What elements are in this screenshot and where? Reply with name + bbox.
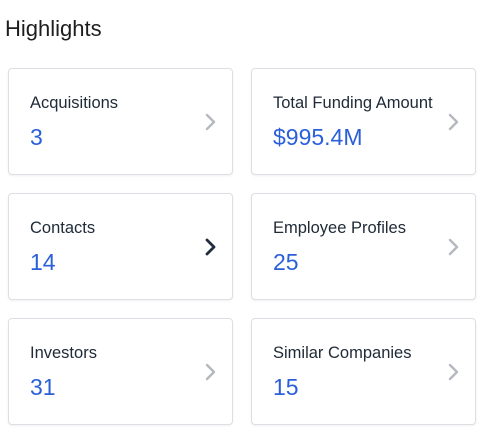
card-total-funding-amount[interactable]: Total Funding Amount $995.4M	[251, 68, 476, 175]
card-similar-companies[interactable]: Similar Companies 15	[251, 318, 476, 425]
highlights-grid: Acquisitions 3 Total Funding Amount $995…	[8, 68, 476, 425]
chevron-right-icon[interactable]	[204, 112, 218, 132]
card-value: 3	[30, 124, 43, 150]
card-content: Investors 31	[30, 319, 192, 424]
card-content: Similar Companies 15	[273, 319, 435, 424]
card-contacts[interactable]: Contacts 14	[8, 193, 233, 300]
chevron-right-icon[interactable]	[204, 362, 218, 382]
card-label: Total Funding Amount	[273, 94, 433, 112]
card-content: Total Funding Amount $995.4M	[273, 69, 435, 174]
card-content: Contacts 14	[30, 194, 192, 299]
card-value: 15	[273, 374, 299, 400]
card-label: Contacts	[30, 219, 96, 237]
card-value: 14	[30, 249, 56, 275]
card-value: 25	[273, 249, 299, 275]
card-content: Acquisitions 3	[30, 69, 192, 174]
chevron-right-icon[interactable]	[447, 362, 461, 382]
chevron-right-icon[interactable]	[447, 112, 461, 132]
section-title: Highlights	[5, 16, 102, 41]
card-investors[interactable]: Investors 31	[8, 318, 233, 425]
card-label: Investors	[30, 344, 97, 362]
card-value: 31	[30, 374, 56, 400]
card-value: $995.4M	[273, 124, 363, 150]
card-employee-profiles[interactable]: Employee Profiles 25	[251, 193, 476, 300]
card-content: Employee Profiles 25	[273, 194, 435, 299]
card-label: Acquisitions	[30, 94, 119, 112]
card-label: Employee Profiles	[273, 219, 406, 237]
chevron-right-icon[interactable]	[447, 237, 461, 257]
chevron-right-icon[interactable]	[204, 237, 218, 257]
card-label: Similar Companies	[273, 344, 412, 362]
card-acquisitions[interactable]: Acquisitions 3	[8, 68, 233, 175]
